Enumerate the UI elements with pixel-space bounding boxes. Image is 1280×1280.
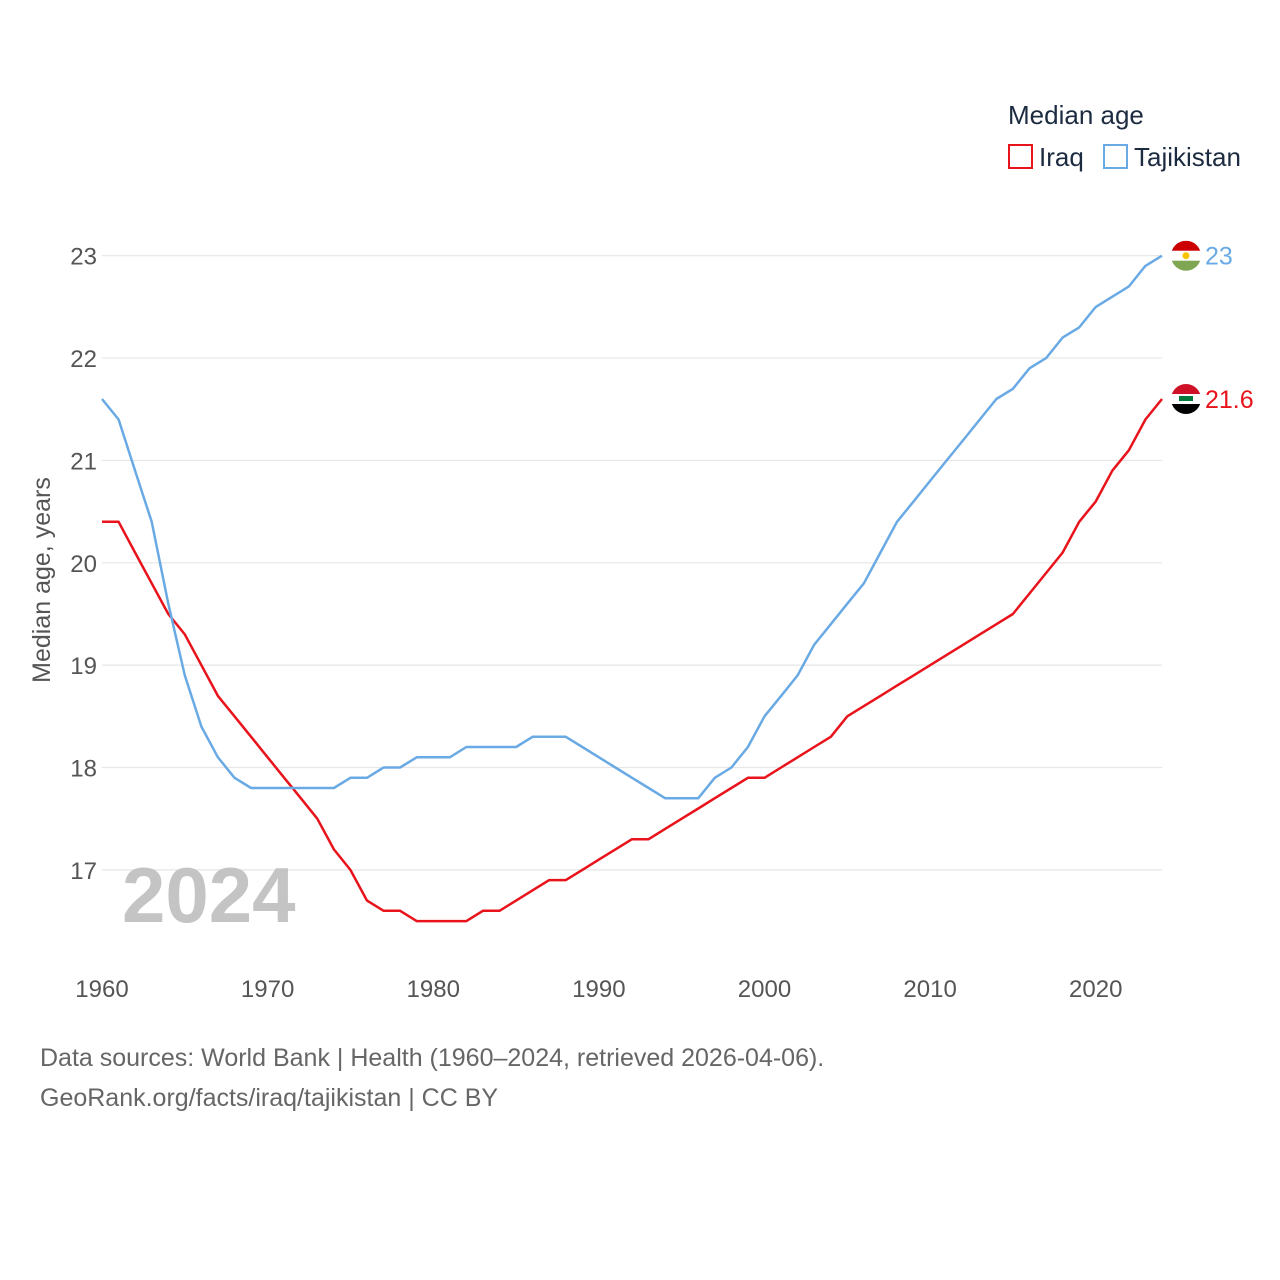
x-tick-label: 1990 — [572, 976, 625, 1003]
footer-credit: GeoRank.org/facts/iraq/tajikistan | CC B… — [40, 1084, 499, 1112]
legend-title: Median age — [1008, 100, 1144, 130]
x-tick-label: 1970 — [241, 976, 294, 1003]
legend-entry-tajikistan: Tajikistan — [1134, 142, 1241, 172]
y-tick-label: 18 — [70, 756, 97, 783]
y-axis-ticks: 17 18 19 20 21 22 23 — [70, 244, 97, 885]
footer-sources: Data sources: World Bank | Health (1960–… — [40, 1044, 825, 1072]
y-tick-label: 21 — [70, 448, 97, 475]
x-tick-label: 1960 — [75, 976, 128, 1003]
y-tick-label: 23 — [70, 244, 97, 271]
flag-iraq-icon — [1171, 384, 1201, 415]
series-end-markers: 21.6 23 — [1171, 240, 1254, 415]
legend-entry-iraq: Iraq — [1039, 142, 1084, 172]
flag-tajikistan-icon — [1171, 240, 1201, 271]
series-line-tajikistan — [101, 254, 1163, 800]
y-tick-label: 20 — [70, 551, 97, 578]
x-tick-label: 2000 — [738, 976, 791, 1003]
series-lines — [101, 254, 1163, 923]
legend: Median age Iraq Tajikistan — [1008, 100, 1241, 172]
y-tick-label: 19 — [70, 653, 97, 680]
grid-lines — [102, 255, 1162, 871]
y-tick-label: 22 — [70, 346, 97, 373]
y-axis-label: Median age, years — [28, 477, 56, 683]
y-tick-label: 17 — [70, 858, 97, 885]
series-line-iraq — [102, 398, 1163, 923]
x-tick-label: 1980 — [407, 976, 460, 1003]
end-value-label-tajikistan: 23 — [1205, 243, 1233, 271]
end-value-label-iraq: 21.6 — [1205, 386, 1254, 414]
x-tick-label: 2020 — [1069, 976, 1122, 1003]
legend-swatch-tajikistan — [1103, 144, 1128, 169]
x-tick-label: 2010 — [903, 976, 956, 1003]
year-watermark: 2024 — [122, 851, 296, 939]
x-axis-ticks: 1960 1970 1980 1990 2000 2010 2020 — [75, 976, 1122, 1003]
legend-swatch-iraq — [1008, 144, 1033, 169]
